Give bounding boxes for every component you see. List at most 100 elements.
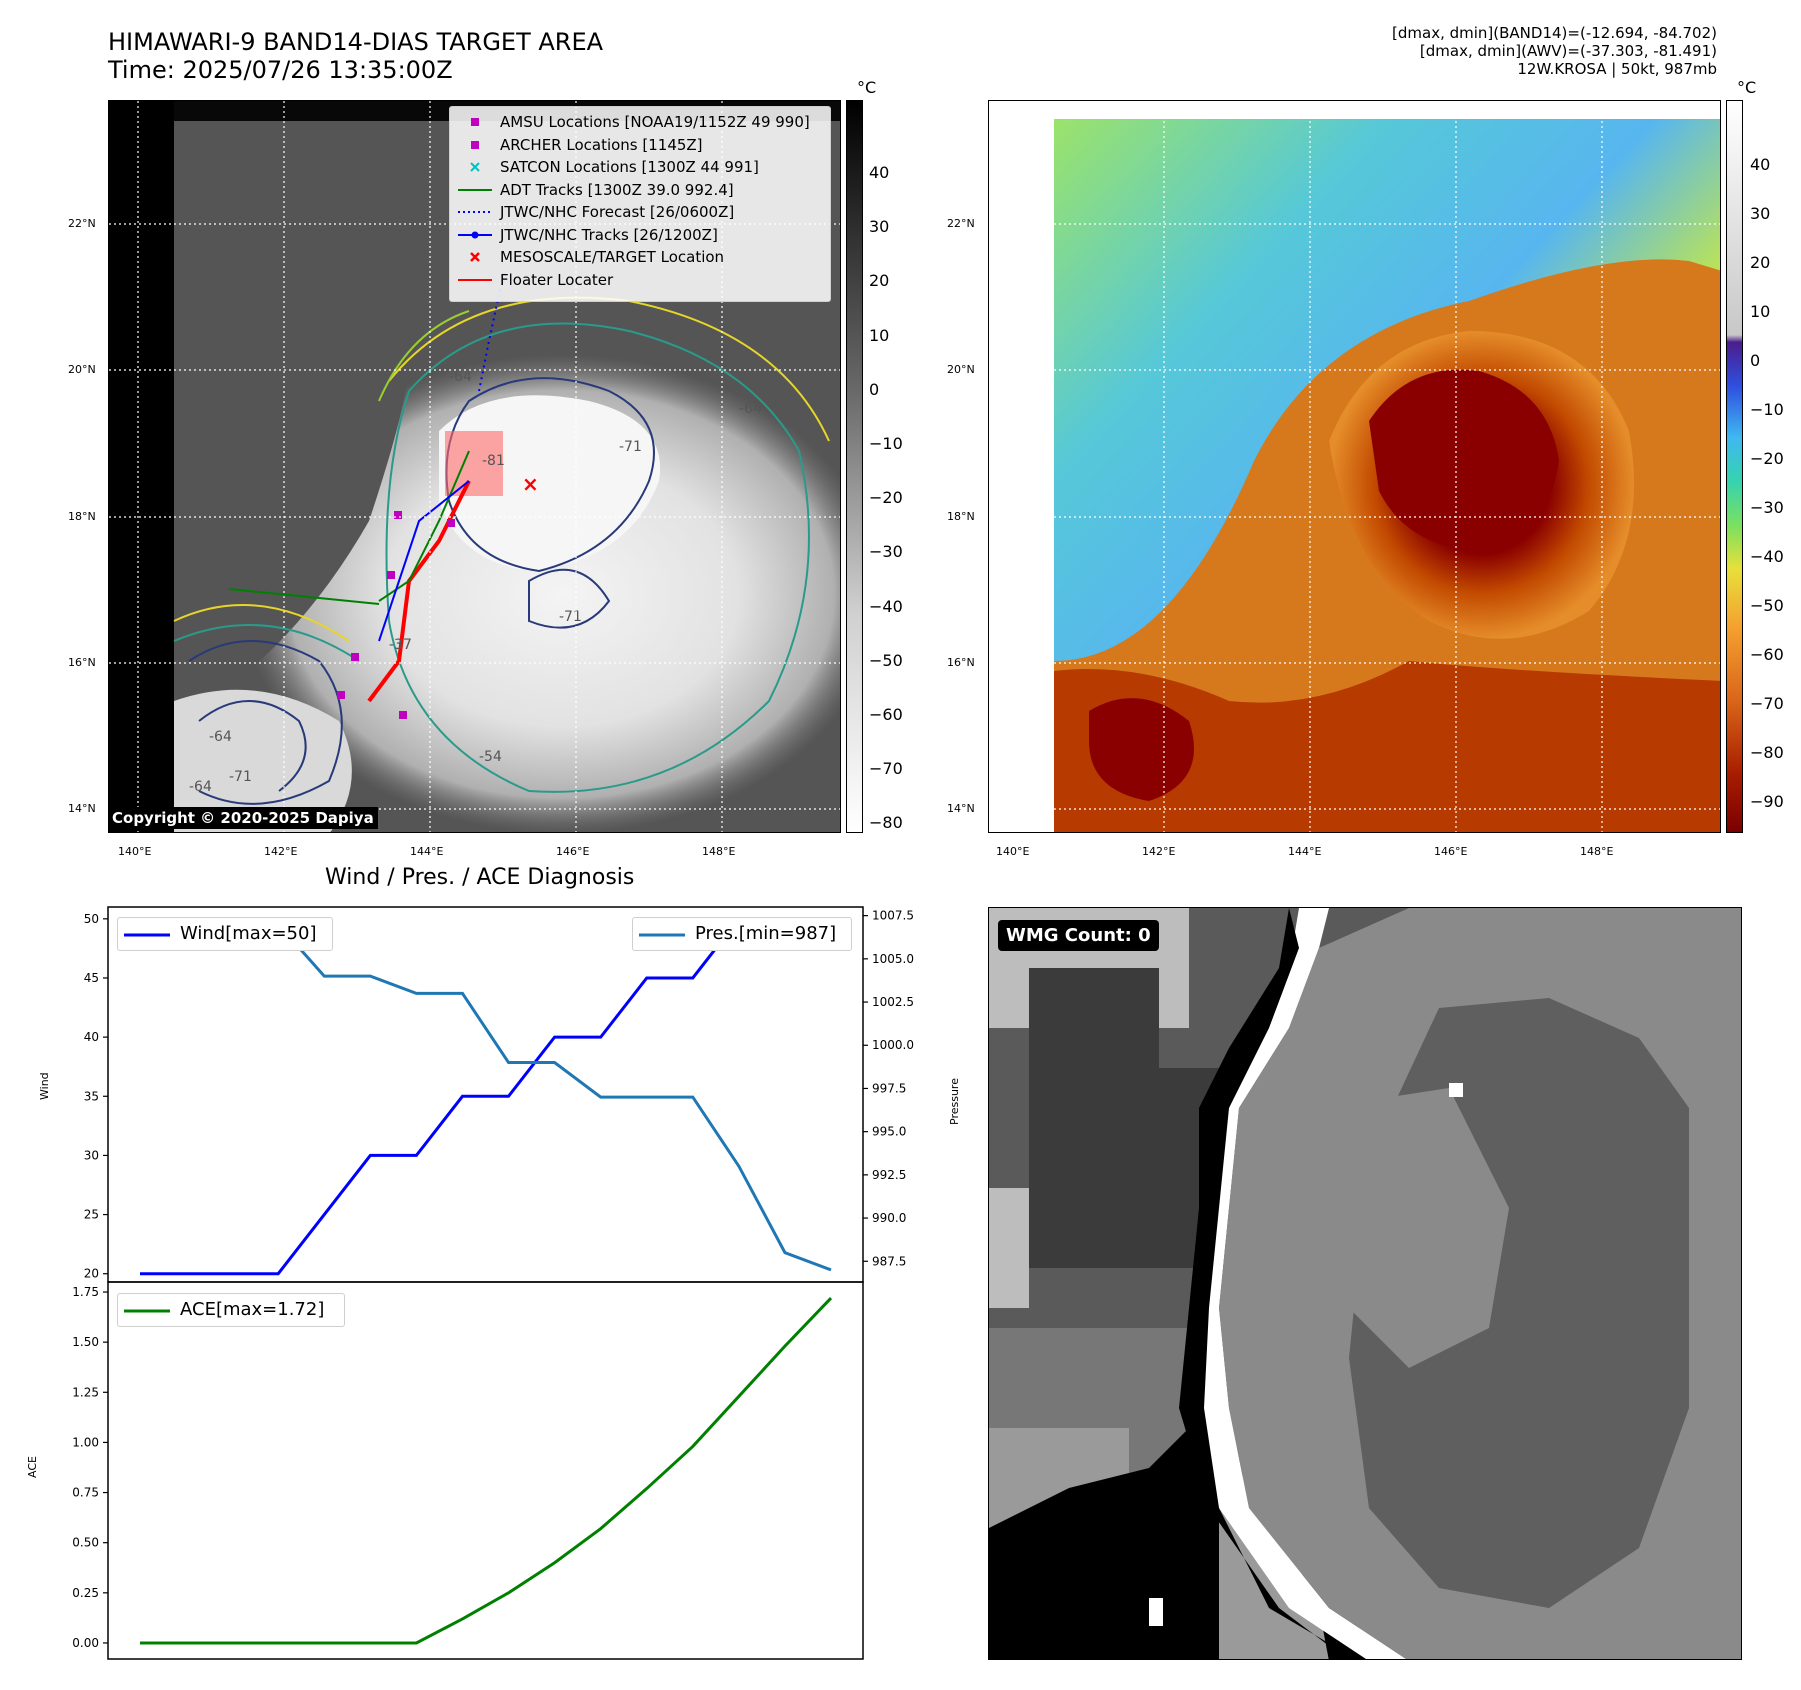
ace-tick-label: 1.75 [72,1285,99,1299]
lat-label: 22°N [68,217,96,230]
legend-item-amsu: AMSU Locations [NOAA19/1152Z 49 990] [450,111,830,134]
lon-label: 146°E [1434,845,1468,858]
lon-label: 148°E [702,845,736,858]
forecast-dotted-icon [458,211,492,213]
pressure-tick-label: 1007.5 [872,909,914,923]
legend-item-satcon: SATCON Locations [1300Z 44 991] [450,156,830,179]
archer-marker-icon [471,140,479,149]
tracks-line-dot-icon [458,231,492,238]
legend-item-adt: ADT Tracks [1300Z 39.0 992.4] [450,179,830,202]
colorbar-right [1726,100,1743,833]
pressure-legend-swatch [639,933,685,937]
wmg-image [989,908,1741,1659]
wind-tick-label: 35 [84,1089,99,1103]
wind-pres-axes [107,906,864,1283]
wind-tick-label: 50 [84,912,99,926]
ace-ylabel: ACE [26,1456,39,1478]
wind-tick-label: 20 [84,1267,99,1281]
pressure-tick-label: 1002.5 [872,995,914,1009]
lat-label: 20°N [947,363,975,376]
lon-label: 140°E [996,845,1030,858]
contour-label: -64 [739,401,762,417]
ace-ticks: 0.00 0.25 0.50 0.75 1.00 1.25 1.50 1.75 [72,1285,108,1650]
lon-label: 144°E [1288,845,1322,858]
lat-label: 14°N [68,802,96,815]
ace-legend: ACE[max=1.72] [117,1293,345,1327]
lat-label: 16°N [947,656,975,669]
satcon-marker-icon [470,162,480,172]
pressure-tick-label: 992.5 [872,1168,906,1182]
contour-label: -81 [482,453,505,469]
lon-label: 146°E [556,845,590,858]
lat-label: 18°N [68,510,96,523]
contour-label: -54 [479,749,502,765]
title-line-1: HIMAWARI-9 BAND14-DIAS TARGET AREA [108,28,604,56]
contour-label: -71 [619,439,642,455]
figure-title: HIMAWARI-9 BAND14-DIAS TARGET AREA Time:… [108,28,603,84]
diagnosis-title: Wind / Pres. / ACE Diagnosis [325,865,635,890]
legend-item-archer: ARCHER Locations [1145Z] [450,134,830,157]
colorbar-right-unit: °C [1737,78,1757,97]
pressure-tick-label: 995.0 [872,1125,906,1139]
colorbar-right-ticks: 40 30 20 10 0 −10 −20 −30 −40 −50 −60 −7… [1750,155,1784,811]
wind-tick-label: 45 [84,971,99,985]
floater-line-icon [458,278,492,281]
pressure-tick-label: 1000.0 [872,1038,914,1052]
colorbar-left-ticks: 40 30 20 10 0 −10 −20 −30 −40 −50 −60 −7… [869,163,903,833]
wmg-count-badge: WMG Count: 0 [998,920,1159,951]
ace-tick-label: 0.50 [72,1536,99,1550]
lon-label: 140°E [118,845,152,858]
pressure-legend: Pres.[min=987] [632,917,852,951]
legend-item-forecast: JTWC/NHC Forecast [26/0600Z] [450,201,830,224]
wind-tick-label: 30 [84,1148,99,1162]
wv-map-panel [988,100,1721,833]
lat-label: 22°N [947,217,975,230]
info-line-2: [dmax, dmin](AWV)=(-37.303, -81.491) [1419,42,1717,60]
lon-label: 142°E [1142,845,1176,858]
ace-tick-label: 0.00 [72,1636,99,1650]
storm-info: [dmax, dmin](BAND14)=(-12.694, -84.702) … [1392,24,1717,78]
contour-label: -64 [449,369,472,385]
ace-tick-label: 0.75 [72,1486,99,1500]
colorbar-left-unit: °C [857,78,877,97]
ace-legend-swatch [124,1309,170,1313]
map-legend: AMSU Locations [NOAA19/1152Z 49 990] ARC… [449,106,831,302]
target-marker: × [522,472,539,496]
lat-label: 14°N [947,802,975,815]
lat-label: 16°N [68,656,96,669]
pressure-tick-label: 1005.0 [872,952,914,966]
colorbar-left [846,100,863,833]
wind-legend: Wind[max=50] [117,917,333,951]
wv-map-image [989,101,1720,832]
legend-item-tracks: JTWC/NHC Tracks [26/1200Z] [450,224,830,247]
ace-axes [107,1281,864,1660]
contour-label: -64 [189,779,212,795]
contour-label: -64 [209,729,232,745]
amsu-marker-icon [471,118,479,126]
lat-label: 18°N [947,510,975,523]
ace-tick-label: 1.25 [72,1385,99,1399]
lat-label: 20°N [68,363,96,376]
mesoscale-x-icon [470,252,480,262]
contour-label: -37 [389,637,412,653]
pressure-tick-label: 987.5 [872,1254,906,1268]
title-line-2: Time: 2025/07/26 13:35:00Z [108,56,453,84]
info-line-1: [dmax, dmin](BAND14)=(-12.694, -84.702) [1392,24,1717,42]
legend-item-floater: Floater Locater [450,269,830,292]
wind-legend-swatch [124,933,170,937]
contour-label: -71 [559,609,582,625]
adt-line-icon [458,188,492,191]
lon-label: 142°E [264,845,298,858]
ace-tick-label: 0.25 [72,1586,99,1600]
pressure-tick-label: 990.0 [872,1211,906,1225]
ace-tick-label: 1.00 [72,1435,99,1449]
contour-label: -71 [229,769,252,785]
diagnosis-chart: 20 25 30 35 40 45 50 987.5 990.0 992.5 995.0 997.5… [72,906,914,1660]
ace-tick-label: 1.50 [72,1335,99,1349]
legend-item-mesoscale: MESOSCALE/TARGET Location [450,246,830,269]
lon-label: 144°E [410,845,444,858]
pressure-tick-label: 997.5 [872,1081,906,1095]
wind-tick-label: 25 [84,1208,99,1222]
ace-series-line [140,1297,833,1645]
wind-tick-label: 40 [84,1030,99,1044]
